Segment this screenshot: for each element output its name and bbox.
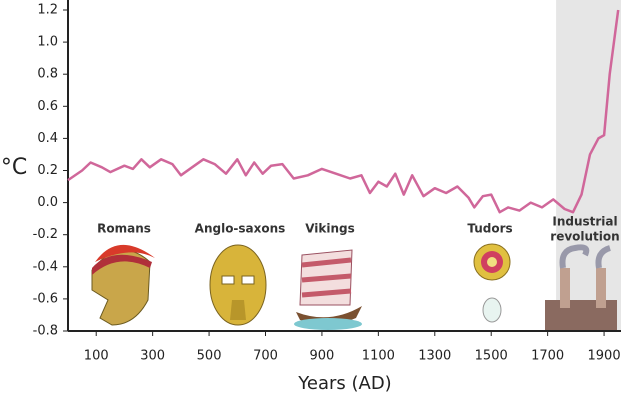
x-tick-label: 1300 <box>418 349 451 364</box>
y-tick-label: -0.6 <box>33 291 58 306</box>
x-tick-label: 1700 <box>531 349 564 364</box>
x-tick-label: 100 <box>84 349 109 364</box>
y-tick-label: 0.2 <box>37 163 58 178</box>
y-tick-label: 0.8 <box>37 67 58 82</box>
temperature-line <box>67 9 620 214</box>
era-label: Industrial <box>552 215 617 229</box>
roman-helmet <box>91 244 155 326</box>
era-label: Romans <box>97 222 151 236</box>
x-tick-label: 500 <box>197 349 222 364</box>
x-axis-label: Years (AD) <box>297 373 391 394</box>
x-tick-label: 1900 <box>588 349 621 364</box>
y-tick-label: 1.2 <box>37 3 58 18</box>
viking-ship <box>294 249 362 330</box>
x-tick-label: 300 <box>140 349 165 364</box>
y-tick-label: 0.4 <box>37 131 58 146</box>
y-tick-label: -0.8 <box>33 324 58 339</box>
era-label: Vikings <box>305 222 355 236</box>
y-axis-label: °C <box>1 155 27 180</box>
x-tick-label: 1100 <box>362 349 395 364</box>
era-label: revolution <box>550 230 619 244</box>
anglo-saxon-mask <box>209 244 267 326</box>
x-tick-label: 700 <box>253 349 278 364</box>
era-label: Anglo-saxons <box>195 222 286 236</box>
tudor-rose <box>473 243 511 323</box>
y-tick-label: -0.4 <box>33 259 58 274</box>
y-tick-label: 1.0 <box>37 35 58 50</box>
y-tick-label: 0.0 <box>37 195 58 210</box>
era-label: Tudors <box>467 222 512 236</box>
y-tick-label: 0.6 <box>37 99 58 114</box>
factory <box>545 244 617 330</box>
y-tick-label: -0.2 <box>33 227 58 242</box>
x-tick-label: 1500 <box>475 349 508 364</box>
x-tick-label: 900 <box>310 349 335 364</box>
